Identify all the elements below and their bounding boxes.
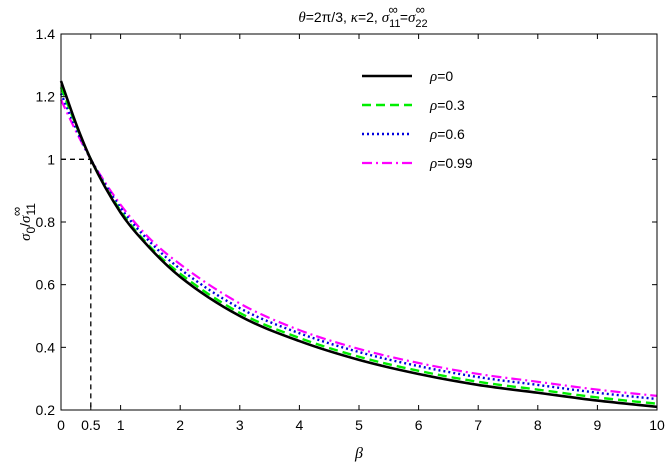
ylabel-sup: ∞ xyxy=(9,207,24,216)
x-tick-label: 0 xyxy=(57,417,65,433)
y-tick-label: 1.2 xyxy=(36,89,56,105)
ylabel-sigma2: σ xyxy=(18,215,34,223)
x-tick-label: 9 xyxy=(594,417,602,433)
plot-frame xyxy=(60,33,658,411)
ylabel-sigma: σ xyxy=(18,233,34,241)
legend: ρ=0ρ=0.3ρ=0.6ρ=0.99 xyxy=(362,68,473,172)
x-tick-label: 4 xyxy=(296,417,304,433)
ylabel-sub0: 0 xyxy=(24,227,38,234)
legend-rho-value: =0 xyxy=(437,68,453,84)
ylabel-slash: / xyxy=(17,223,33,227)
x-tick-label: 10 xyxy=(649,417,665,433)
title-sigma1-sup: ∞ xyxy=(389,2,398,17)
y-tick-label: 0.2 xyxy=(36,402,56,418)
title-kappa-eq: =2, xyxy=(358,9,382,25)
x-tick-label: 2 xyxy=(176,417,184,433)
y-tick-label: 1.4 xyxy=(36,26,56,42)
legend-rho-symbol: ρ xyxy=(429,69,437,85)
legend-label: ρ=0.3 xyxy=(429,97,465,114)
title-kappa: κ xyxy=(351,10,359,26)
legend-rho-value: =0.3 xyxy=(437,97,465,113)
series-lines xyxy=(59,80,658,409)
title-sigma2-sub: 22 xyxy=(415,18,427,30)
legend-rho-value: =0.6 xyxy=(437,126,465,142)
axis-ticks: 0 0.5 1 2 3 4 5 6 7 8 9 10 0.2 0.4 0.6 0.8 1 1.2 1.4 xyxy=(36,26,665,433)
y-axis-label: σ0/σ11∞ xyxy=(9,203,38,241)
title-eq: = xyxy=(400,9,408,25)
series-line-rho-0 xyxy=(59,80,658,409)
series-line-rho-0.6 xyxy=(59,93,658,401)
title-sigma2: σ xyxy=(408,10,416,26)
chart-title: θ=2π/3, κ=2, σ11∞ =σ22∞ xyxy=(298,2,427,30)
x-tick-label: 3 xyxy=(236,417,244,433)
legend-label: ρ=0.99 xyxy=(429,155,473,172)
title-sigma1-sub: 11 xyxy=(389,18,400,30)
title-theta-eq: =2π/3, xyxy=(306,9,351,25)
y-tick-label: 0.4 xyxy=(36,339,56,355)
title-theta: θ xyxy=(298,10,306,26)
x-tick-label: 6 xyxy=(415,417,423,433)
legend-label: ρ=0 xyxy=(429,68,453,85)
series-line-rho-0.3 xyxy=(59,86,658,405)
x-tick-label: 8 xyxy=(534,417,542,433)
y-tick-label: 0.8 xyxy=(36,214,56,230)
ylabel-sub11: 11 xyxy=(24,203,38,216)
legend-rho-value: =0.99 xyxy=(437,155,473,171)
x-tick-label: 5 xyxy=(355,417,363,433)
x-tick-label: 1 xyxy=(117,417,125,433)
x-axis-label: β xyxy=(354,445,363,462)
legend-rho-symbol: ρ xyxy=(429,127,437,143)
y-tick-label: 0.6 xyxy=(36,277,56,293)
title-sigma2-sup: ∞ xyxy=(416,2,425,17)
x-tick-label: 0.5 xyxy=(81,417,101,433)
y-tick-label: 1 xyxy=(47,151,55,167)
legend-rho-symbol: ρ xyxy=(429,98,437,114)
legend-rho-symbol: ρ xyxy=(429,156,437,172)
x-tick-label: 7 xyxy=(474,417,482,433)
reference-lines xyxy=(61,158,92,410)
title-sigma1: σ xyxy=(382,10,390,26)
legend-label: ρ=0.6 xyxy=(429,126,465,143)
series-line-rho-0.99 xyxy=(60,99,658,397)
